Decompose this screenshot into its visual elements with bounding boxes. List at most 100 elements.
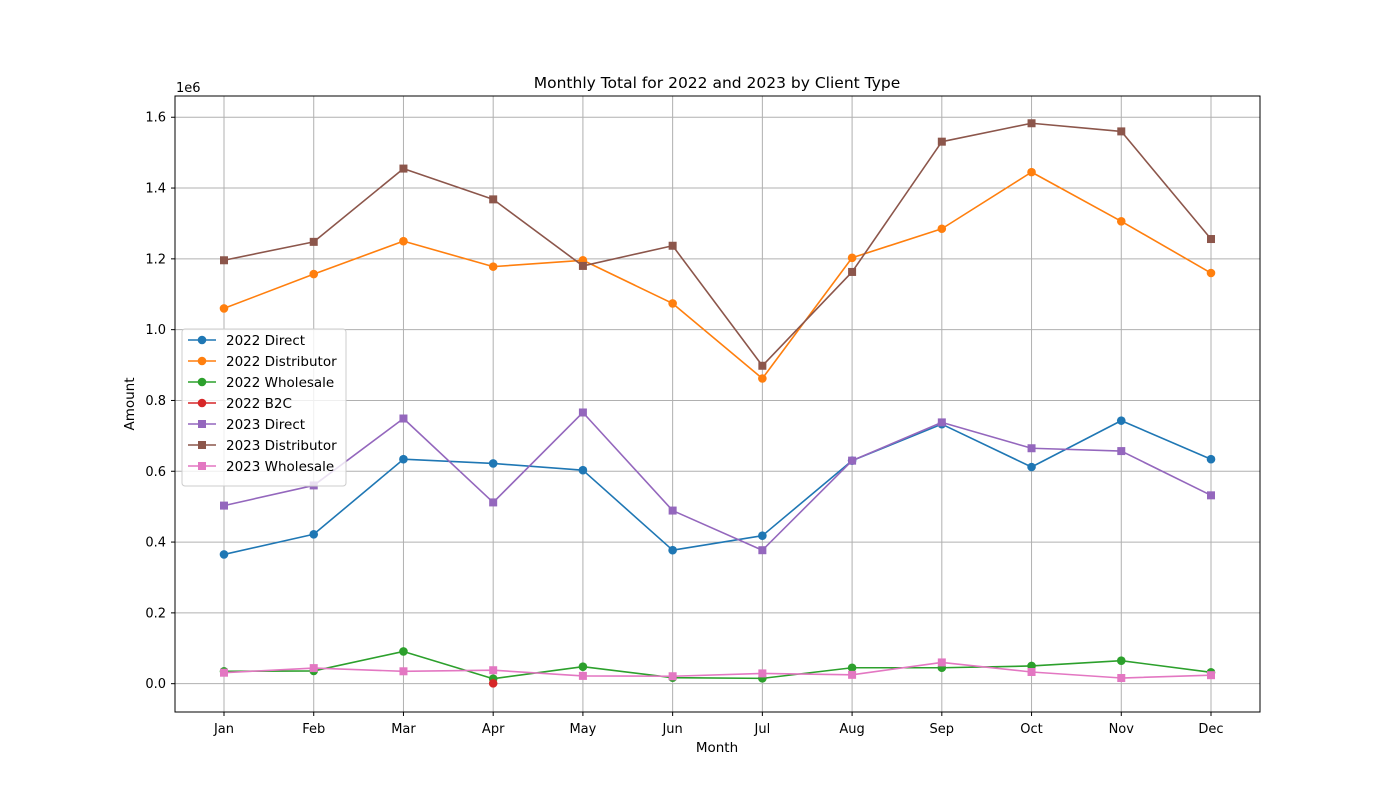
data-point-2023-direct — [489, 498, 498, 507]
data-point-2023-direct — [399, 414, 408, 423]
x-axis-label: Month — [696, 740, 738, 756]
data-point-2023-direct — [1207, 491, 1215, 500]
legend-label: 2022 B2C — [226, 396, 292, 412]
data-point-2022-distributor — [488, 262, 498, 271]
legend-label: 2023 Distributor — [226, 438, 337, 454]
data-point-2022-direct — [309, 529, 319, 539]
data-point-2023-distributor — [309, 237, 318, 246]
series-lines — [219, 119, 1216, 688]
data-point-2022-wholesale — [1116, 656, 1126, 665]
data-point-2022-distributor — [937, 224, 947, 234]
series-2023-distributor — [220, 119, 1215, 370]
data-point-2023-direct — [578, 408, 587, 417]
data-point-2022-distributor — [1206, 268, 1216, 278]
x-tick-label: Sep — [930, 722, 955, 737]
legend: 2022 Direct 2022 Distributor 2022 Wholesal… — [181, 328, 347, 487]
legend-label: 2022 Distributor — [226, 354, 337, 370]
data-point-2022-distributor — [1116, 217, 1126, 226]
data-point-2022-distributor — [758, 374, 767, 383]
y-tick-label: 1.6 — [145, 111, 166, 126]
data-point-2022-wholesale — [847, 663, 857, 673]
x-tick-label: Apr — [482, 722, 505, 737]
data-point-2022-direct — [1027, 462, 1036, 472]
data-point-2023-wholesale — [668, 672, 677, 681]
y-axis-label: Amount — [122, 377, 138, 430]
series-line-2022-wholesale — [223, 650, 1212, 680]
y-tick-label: 1.2 — [145, 252, 166, 267]
data-point-2022-direct — [399, 454, 408, 464]
data-point-2023-wholesale — [1117, 674, 1126, 683]
data-point-2023-direct — [1117, 447, 1126, 456]
legend-item-2022-direct: 2022 Direct — [188, 333, 305, 349]
data-point-2023-distributor — [937, 137, 946, 146]
y-tick-label: 1.4 — [145, 182, 166, 197]
data-point-2023-distributor — [399, 164, 408, 173]
legend-label: 2022 Wholesale — [226, 375, 334, 391]
data-point-2022-direct — [1116, 416, 1126, 425]
legend-label: 2023 Direct — [226, 417, 305, 433]
x-tick-label: Nov — [1109, 722, 1135, 737]
data-point-2022-wholesale — [399, 647, 408, 656]
data-point-2023-distributor — [220, 256, 228, 265]
y-tick-label: 0.6 — [145, 465, 166, 480]
data-point-2022-distributor — [1027, 167, 1036, 177]
series-2022-distributor — [219, 167, 1216, 383]
y-tick-label: 0.4 — [145, 536, 166, 551]
legend-box — [181, 328, 347, 487]
data-point-2023-wholesale — [758, 669, 767, 678]
data-point-2023-distributor — [489, 195, 498, 204]
legend-label: 2023 Wholesale — [226, 459, 334, 475]
data-point-2023-wholesale — [220, 668, 228, 677]
data-point-2023-wholesale — [489, 666, 498, 675]
data-point-2023-distributor — [578, 261, 587, 270]
data-point-2022-direct — [668, 545, 677, 555]
data-point-2022-distributor — [219, 304, 229, 313]
data-point-2023-distributor — [758, 361, 767, 370]
data-point-2023-distributor — [1027, 119, 1036, 128]
x-tick-label: Dec — [1198, 722, 1223, 737]
legend-item-2023-distributor: 2023 Distributor — [188, 438, 337, 454]
y-tick-label: 0.2 — [145, 606, 166, 621]
x-tick-label: Oct — [1020, 722, 1042, 737]
y-axis-offset-text: 1e6 — [176, 81, 201, 96]
legend-item-2023-wholesale: 2023 Wholesale — [188, 459, 334, 475]
legend-marker — [197, 356, 207, 366]
data-point-2023-distributor — [1117, 127, 1126, 136]
data-point-2023-direct — [1027, 444, 1036, 453]
legend-label: 2022 Direct — [226, 333, 305, 349]
legend-item-2022-wholesale: 2022 Wholesale — [188, 375, 334, 391]
x-tick-label: Jul — [754, 722, 771, 737]
data-point-2023-wholesale — [848, 670, 857, 679]
legend-marker — [198, 441, 206, 449]
x-tick-label: Jun — [661, 722, 682, 737]
data-point-2023-direct — [220, 501, 228, 510]
data-point-2022-direct — [758, 531, 767, 540]
x-tick-label: Feb — [302, 722, 325, 737]
legend-marker — [198, 420, 206, 428]
legend-marker — [197, 377, 207, 387]
data-point-2023-distributor — [848, 267, 857, 276]
data-point-2023-distributor — [668, 241, 677, 250]
legend-item-2023-direct: 2023 Direct — [188, 417, 305, 433]
x-tick-label: Jan — [213, 722, 234, 737]
legend-marker — [197, 335, 207, 345]
data-point-2023-wholesale — [937, 658, 946, 667]
series-line-2022-distributor — [223, 171, 1212, 380]
data-point-2023-direct — [848, 456, 857, 465]
series-2023-wholesale — [220, 658, 1215, 683]
data-point-2023-distributor — [1207, 235, 1215, 244]
data-point-2023-wholesale — [309, 664, 318, 673]
data-point-2023-direct — [668, 506, 677, 515]
grid-lines — [175, 96, 1260, 712]
data-point-2022-distributor — [309, 269, 319, 279]
legend-item-2022-b2c: 2022 B2C — [188, 396, 292, 412]
y-tick-label: 0.0 — [145, 677, 166, 692]
data-point-2023-wholesale — [1207, 671, 1215, 680]
data-point-2022-direct — [488, 459, 498, 468]
data-point-2022-direct — [1206, 454, 1216, 464]
series-line-2023-distributor — [223, 122, 1212, 367]
data-point-2022-b2c — [488, 679, 498, 688]
data-point-2022-distributor — [399, 236, 408, 246]
